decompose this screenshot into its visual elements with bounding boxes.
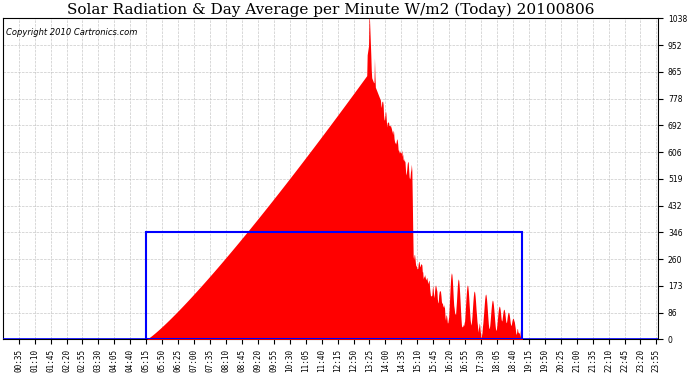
Text: Copyright 2010 Cartronics.com: Copyright 2010 Cartronics.com <box>6 28 137 37</box>
Bar <box>146 232 522 339</box>
Title: Solar Radiation & Day Average per Minute W/m2 (Today) 20100806: Solar Radiation & Day Average per Minute… <box>67 3 594 17</box>
